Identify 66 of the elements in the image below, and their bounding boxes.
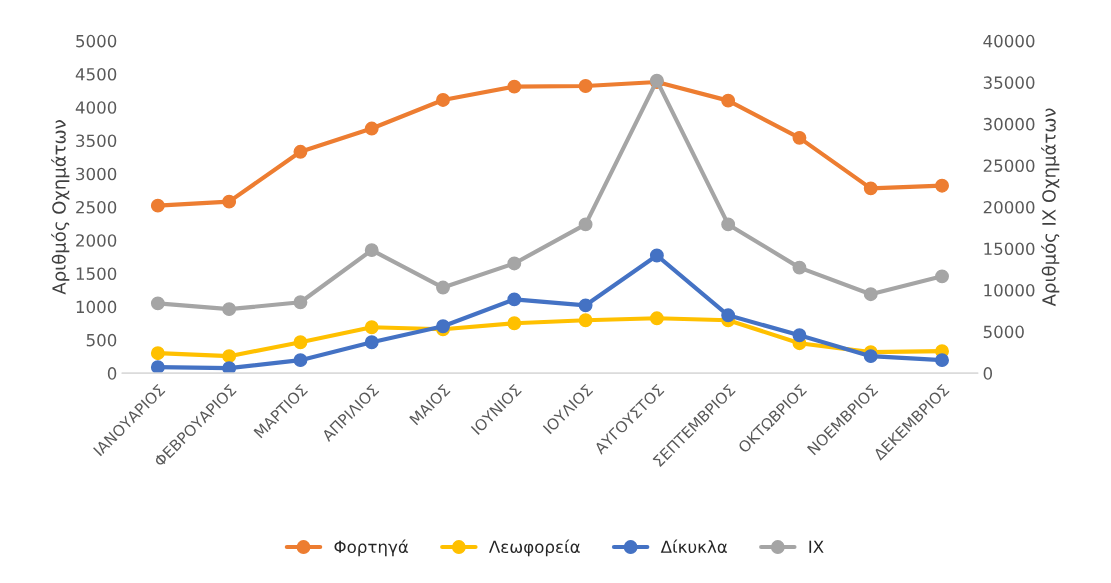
point xyxy=(935,353,949,368)
y2-tick-label: 10000 xyxy=(984,284,1035,297)
point xyxy=(649,311,664,326)
y-tick-label: 3000 xyxy=(76,167,117,181)
point xyxy=(792,328,807,343)
y2-tick-label: 35000 xyxy=(983,76,1035,89)
point xyxy=(863,349,878,364)
point xyxy=(436,280,450,295)
point xyxy=(293,295,308,310)
point xyxy=(364,121,379,136)
y-tick-label: 4500 xyxy=(75,68,117,81)
point xyxy=(721,217,736,232)
point xyxy=(222,302,237,317)
y2-axis-title: Αριθμός ΙΧ Οχημάτων xyxy=(1041,108,1060,307)
legend-label: Φορτηγά xyxy=(334,539,409,557)
y-tick-label: 1500 xyxy=(76,267,117,280)
point xyxy=(222,194,237,209)
y-tick-label: 2500 xyxy=(76,200,117,214)
y2-tick-label: 40000 xyxy=(983,34,1035,48)
point xyxy=(578,79,593,93)
point xyxy=(150,346,165,361)
point xyxy=(507,292,522,307)
point xyxy=(863,287,878,302)
point xyxy=(364,335,379,350)
point xyxy=(507,316,522,331)
point xyxy=(721,308,736,323)
point xyxy=(649,248,664,263)
point xyxy=(150,198,165,213)
y2-tick-label: 15000 xyxy=(984,242,1035,256)
point xyxy=(293,144,308,159)
point xyxy=(364,320,379,335)
y-tick-label: 3500 xyxy=(76,134,117,148)
point xyxy=(293,353,308,368)
y2-tick-label: 25000 xyxy=(983,159,1035,172)
y-axis-title: Αριθμός Οχημάτων xyxy=(51,120,70,295)
y-tick-label: 500 xyxy=(86,333,117,347)
y-tick-label: 0 xyxy=(107,367,117,380)
legend-label: Λεωφορεία xyxy=(488,539,580,557)
point xyxy=(507,79,522,94)
legend-label: Δίκυκλα xyxy=(660,539,728,554)
point xyxy=(721,93,736,108)
y2-tick-label: 0 xyxy=(983,367,993,380)
y-tick-label: 2000 xyxy=(76,234,117,247)
y2-tick-label: 5000 xyxy=(983,325,1024,339)
point xyxy=(293,335,308,350)
point xyxy=(935,269,949,284)
point xyxy=(436,93,450,107)
y2-tick-label: 20000 xyxy=(983,200,1035,214)
point xyxy=(792,130,807,145)
point xyxy=(222,349,237,364)
point xyxy=(222,361,237,374)
point xyxy=(792,260,807,275)
point xyxy=(507,256,522,271)
point xyxy=(578,313,593,328)
point xyxy=(578,217,593,232)
point xyxy=(150,360,165,374)
point xyxy=(364,243,379,258)
legend-label: ΙΧ xyxy=(809,540,824,553)
point xyxy=(578,298,593,313)
point xyxy=(150,296,165,311)
y-tick-label: 4000 xyxy=(75,101,117,114)
y2-tick-label: 30000 xyxy=(983,117,1035,131)
y-tick-label: 1000 xyxy=(76,300,117,314)
y-tick-label: 5000 xyxy=(76,34,117,48)
point xyxy=(935,178,949,193)
point xyxy=(863,181,878,196)
